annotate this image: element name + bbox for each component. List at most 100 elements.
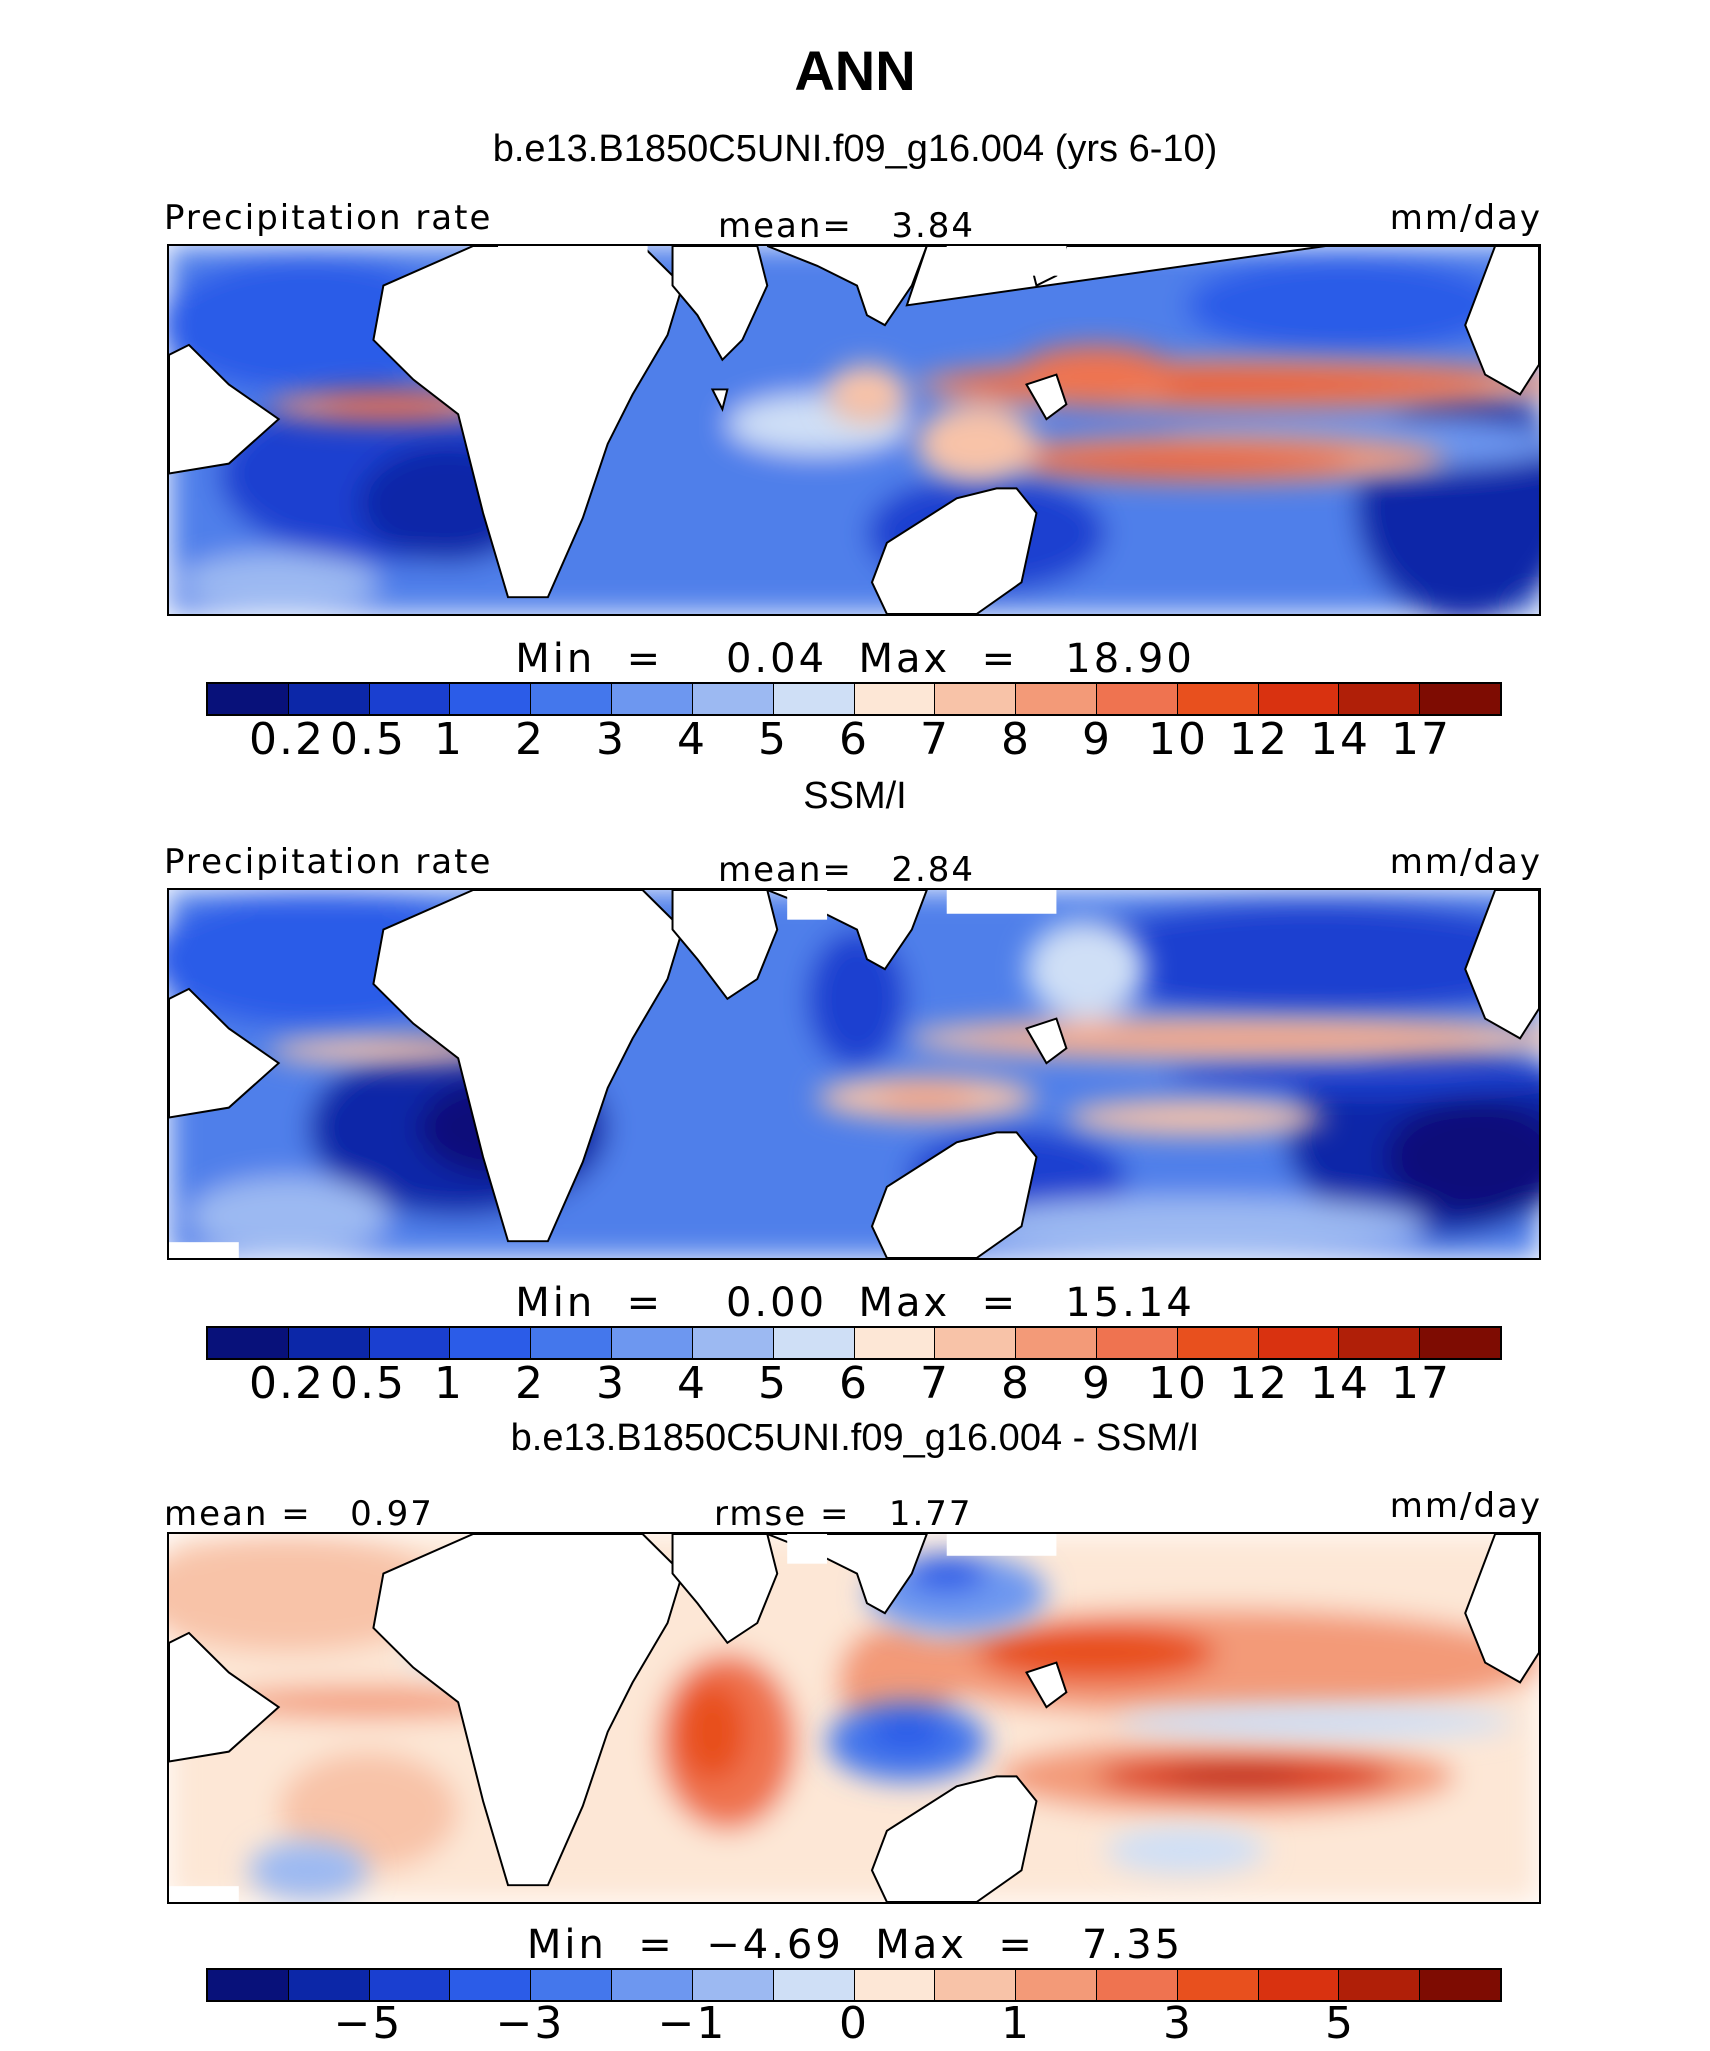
colorbar-tick-label: 9 <box>1082 1358 1112 1409</box>
colorbar-1-segment-6 <box>612 684 693 714</box>
colorbar-3-segment-10 <box>935 1970 1017 2000</box>
colorbar-tick-label: 1 <box>434 1358 464 1409</box>
colorbar-3-segment-1 <box>208 1970 289 2000</box>
colorbar-1-segment-10 <box>935 684 1017 714</box>
panel-2-title: SSM/I <box>803 775 907 817</box>
colorbar-2-segment-1 <box>208 1328 289 1358</box>
colorbar-tick-label: 3 <box>596 1358 626 1409</box>
colorbar-tick-label: 8 <box>1001 714 1031 765</box>
panel-1-map <box>167 244 1541 616</box>
colorbar-tick-label: 5 <box>1325 1998 1355 2049</box>
panel-2-minmax: Min = 0.00 Max = 15.14 <box>515 1280 1195 1326</box>
colorbar-1-segment-2 <box>288 684 370 714</box>
panel-3-units-label: mm/day <box>1389 1486 1542 1526</box>
panel-1-mean-label: mean= 3.84 <box>718 206 976 246</box>
colorbar-2-segment-9 <box>854 1328 936 1358</box>
panel-1-title: b.e13.B1850C5UNI.f09_g16.004 (yrs 6-10) <box>492 128 1218 170</box>
colorbar-tick-label: 5 <box>758 1358 788 1409</box>
colorbar-tick-label: 6 <box>839 714 869 765</box>
colorbar-tick-label: 10 <box>1148 1358 1208 1409</box>
colorbar-1-segment-13 <box>1177 684 1259 714</box>
colorbar-3-segment-6 <box>612 1970 693 2000</box>
colorbar-2-segment-6 <box>612 1328 693 1358</box>
colorbar-1-segment-11 <box>1016 684 1097 714</box>
colorbar-tick-label: 6 <box>839 1358 869 1409</box>
colorbar-tick-label: 14 <box>1310 1358 1370 1409</box>
colorbar-2-segment-7 <box>692 1328 774 1358</box>
colorbar-tick-label: 7 <box>920 1358 950 1409</box>
colorbar-3-segment-5 <box>531 1970 613 2000</box>
colorbar-2-segment-2 <box>288 1328 370 1358</box>
colorbar-3-segment-13 <box>1177 1970 1259 2000</box>
colorbar-tick-label: 7 <box>920 714 950 765</box>
colorbar-1-segment-14 <box>1258 684 1340 714</box>
panel-3-minmax: Min = −4.69 Max = 7.35 <box>526 1922 1184 1968</box>
colorbar-1-segment-7 <box>692 684 774 714</box>
colorbar-tick-label: 17 <box>1391 714 1451 765</box>
colorbar-tick-label: 1 <box>1001 1998 1031 2049</box>
panel-3-colorbar <box>206 1968 1502 2002</box>
colorbar-2-segment-13 <box>1177 1328 1259 1358</box>
panel-1-units-label: mm/day <box>1389 198 1542 238</box>
panel-3-mean-label: mean = 0.97 <box>164 1494 434 1534</box>
colorbar-3-segment-15 <box>1339 1970 1421 2000</box>
main-title: ANN <box>794 39 916 102</box>
panel-2-units-label: mm/day <box>1389 842 1542 882</box>
colorbar-3-segment-3 <box>369 1970 451 2000</box>
colorbar-tick-label: 10 <box>1148 714 1208 765</box>
panel-2-map-graphic <box>169 890 1539 1258</box>
colorbar-3-segment-14 <box>1258 1970 1340 2000</box>
colorbar-3-segment-7 <box>692 1970 774 2000</box>
colorbar-2-segment-11 <box>1016 1328 1097 1358</box>
panel-1-map-graphic <box>169 246 1539 614</box>
colorbar-tick-label: 2 <box>515 1358 545 1409</box>
colorbar-3-segment-11 <box>1016 1970 1097 2000</box>
colorbar-tick-label: 12 <box>1229 714 1289 765</box>
panel-3-rmse-label: rmse = 1.77 <box>714 1494 973 1534</box>
colorbar-tick-label: 0.5 <box>330 1358 406 1409</box>
panel-3-map <box>167 1532 1541 1904</box>
colorbar-tick-label: 4 <box>677 1358 707 1409</box>
colorbar-tick-label: 14 <box>1310 714 1370 765</box>
colorbar-tick-label: 0.2 <box>249 1358 325 1409</box>
colorbar-2-segment-3 <box>369 1328 451 1358</box>
colorbar-2-segment-14 <box>1258 1328 1340 1358</box>
colorbar-2-segment-5 <box>531 1328 613 1358</box>
colorbar-3-segment-9 <box>854 1970 936 2000</box>
colorbar-tick-label: 1 <box>434 714 464 765</box>
panel-1-minmax: Min = 0.04 Max = 18.90 <box>515 636 1195 682</box>
colorbar-1-segment-16 <box>1420 684 1500 714</box>
colorbar-tick-label: 0.5 <box>330 714 406 765</box>
colorbar-tick-label: 3 <box>1163 1998 1193 2049</box>
colorbar-3-segment-8 <box>773 1970 855 2000</box>
panel-2-map <box>167 888 1541 1260</box>
panel-2-mean-label: mean= 2.84 <box>718 850 976 890</box>
colorbar-2-segment-12 <box>1096 1328 1178 1358</box>
colorbar-1-segment-15 <box>1339 684 1421 714</box>
colorbar-tick-label: 0 <box>839 1998 869 2049</box>
colorbar-2-segment-15 <box>1339 1328 1421 1358</box>
colorbar-tick-label: 8 <box>1001 1358 1031 1409</box>
colorbar-3-segment-4 <box>450 1970 532 2000</box>
colorbar-tick-label: 0.2 <box>249 714 325 765</box>
colorbar-2-segment-10 <box>935 1328 1017 1358</box>
colorbar-tick-label: 3 <box>596 714 626 765</box>
panel-3-title: b.e13.B1850C5UNI.f09_g16.004 - SSM/I <box>510 1417 1200 1459</box>
panel-2-colorbar <box>206 1326 1502 1360</box>
colorbar-tick-label: −1 <box>657 1998 727 2049</box>
colorbar-1-segment-3 <box>369 684 451 714</box>
colorbar-2-segment-16 <box>1420 1328 1500 1358</box>
colorbar-3-segment-16 <box>1420 1970 1500 2000</box>
colorbar-tick-label: 2 <box>515 714 545 765</box>
panel-2-variable-label: Precipitation rate <box>164 842 493 882</box>
panel-3-map-graphic <box>169 1534 1539 1902</box>
panel-1-variable-label: Precipitation rate <box>164 198 493 238</box>
colorbar-1-segment-8 <box>773 684 855 714</box>
colorbar-tick-label: −5 <box>333 1998 403 2049</box>
colorbar-tick-label: 4 <box>677 714 707 765</box>
colorbar-1-segment-9 <box>854 684 936 714</box>
colorbar-2-segment-4 <box>450 1328 532 1358</box>
colorbar-1-segment-4 <box>450 684 532 714</box>
panel-1-colorbar <box>206 682 1502 716</box>
colorbar-tick-label: −3 <box>495 1998 565 2049</box>
